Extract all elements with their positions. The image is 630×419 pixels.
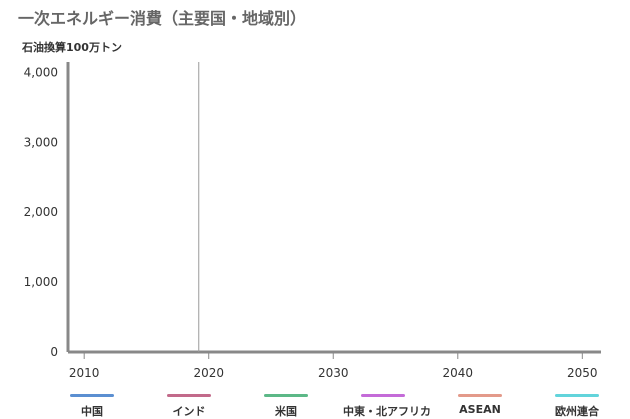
x-tick-label: 2010 [69,366,100,380]
y-tick-label: 1,000 [24,275,58,289]
y-tick-label: 0 [50,345,58,359]
x-tick-label: 2020 [193,366,224,380]
x-tick-label: 2050 [567,366,598,380]
y-axis-label: 石油換算100万トン [21,40,122,54]
x-axis-ticks: 2010 2020 2030 2040 2050 [69,353,598,380]
chart-title: 一次エネルギー消費（主要国・地域別） [18,9,307,28]
y-tick-label: 2,000 [24,205,58,219]
x-tick-label: 2040 [443,366,474,380]
y-tick-label: 3,000 [24,135,58,149]
x-tick-label: 2030 [318,366,349,380]
y-axis-ticks: 0 1,000 2,000 3,000 4,000 [24,65,58,359]
y-tick-label: 4,000 [24,65,58,79]
